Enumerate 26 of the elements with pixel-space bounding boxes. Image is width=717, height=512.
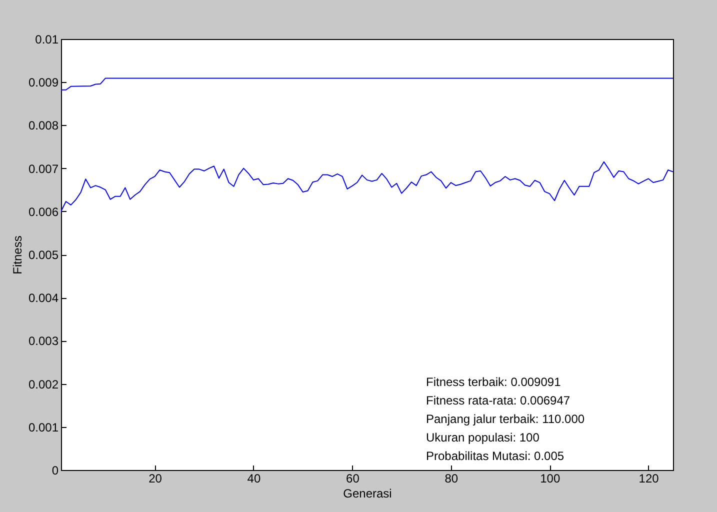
y-tick-label: 0.003	[28, 334, 59, 348]
annotation: Fitness terbaik: 0.009091	[426, 375, 562, 389]
y-axis-title: Fitness	[10, 236, 24, 274]
annotation: Panjang jalur terbaik: 110.000	[426, 412, 585, 426]
y-tick-label: 0.002	[28, 377, 59, 392]
x-axis-title: Generasi	[343, 486, 392, 500]
y-tick-label: 0.004	[28, 291, 59, 306]
annotation: Probabilitas Mutasi: 0.005	[426, 449, 564, 463]
x-tick-label: 100	[540, 472, 560, 486]
y-tick-label: 0.007	[28, 162, 59, 176]
annotation: Fitness rata-rata: 0.006947	[426, 394, 570, 408]
x-tick-label: 120	[638, 472, 660, 486]
y-tick-label: 0.009	[28, 76, 59, 90]
y-tick-label: 0	[52, 464, 59, 478]
x-tick-label: 80	[444, 472, 458, 486]
annotation: Ukuran populasi: 100	[426, 430, 540, 444]
y-tick-label: 0.005	[28, 248, 59, 262]
y-tick-label: 0.01	[35, 32, 59, 46]
x-tick-label: 60	[346, 472, 360, 486]
line-series	[61, 78, 673, 90]
line-series	[61, 161, 673, 212]
x-tick-label: 40	[247, 472, 261, 486]
y-tick-label: 0.001	[28, 420, 59, 434]
x-tick-label: 20	[148, 472, 162, 486]
y-tick-label: 0.008	[28, 118, 59, 133]
y-tick-label: 0.006	[28, 204, 59, 219]
